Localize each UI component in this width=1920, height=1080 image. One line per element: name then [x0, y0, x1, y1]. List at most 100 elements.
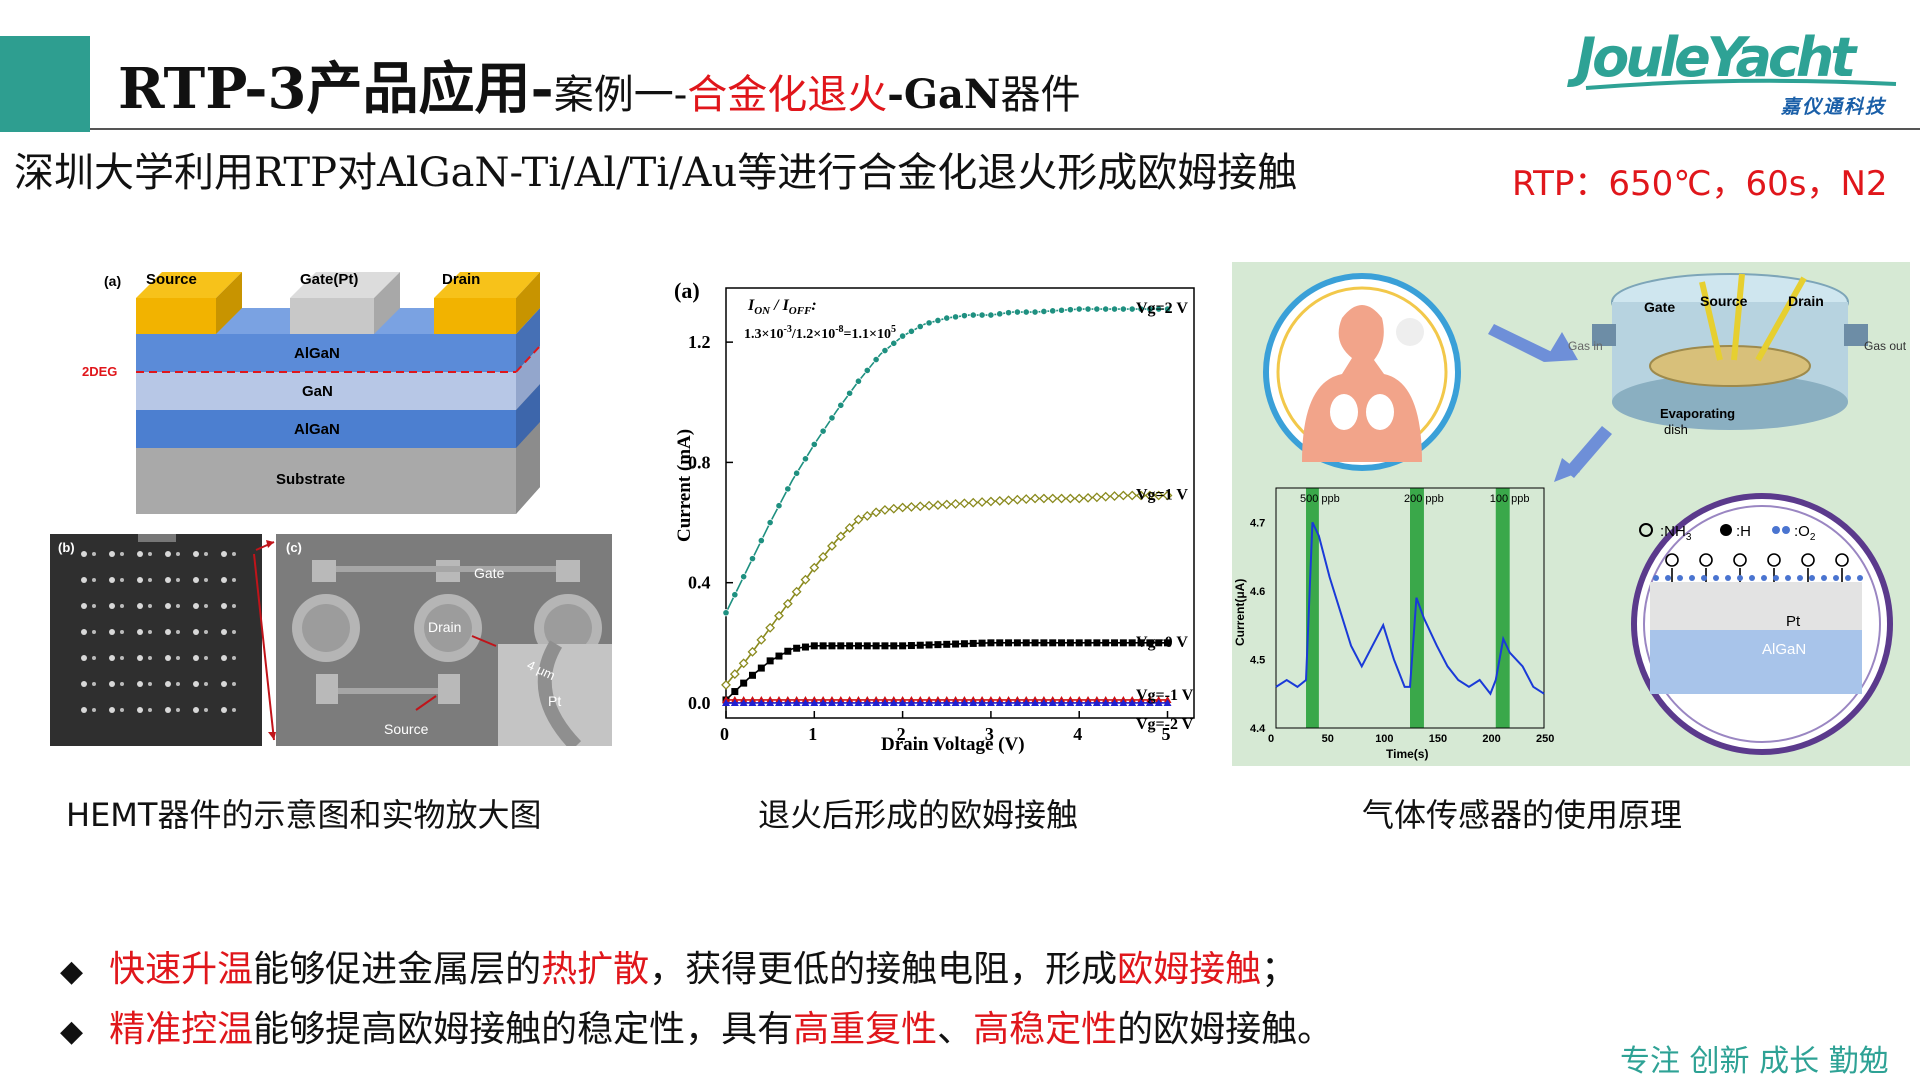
iv-point: [835, 531, 846, 542]
iv-point: [986, 698, 995, 706]
iv-point: [1119, 305, 1127, 313]
iv-point: [872, 698, 881, 706]
logo-swoosh: [1585, 78, 1897, 90]
response-plot-frame: [1275, 487, 1545, 729]
device-dot: [137, 577, 143, 583]
iv-point: [907, 698, 916, 706]
iv-point: [774, 610, 784, 621]
device-dot: [193, 629, 199, 635]
iv-point: [1146, 305, 1154, 313]
o2-molecule: [1737, 575, 1743, 581]
iv-point: [881, 346, 889, 355]
device-dot: [165, 603, 171, 609]
o2-molecule: [1785, 575, 1791, 581]
rtp-parameters: RTP：650℃，60s，N2: [1512, 164, 1888, 204]
iv-point: [1005, 639, 1013, 647]
iv-point: [969, 311, 977, 319]
iv-point: [1084, 698, 1093, 706]
o2-molecule: [1773, 575, 1779, 581]
iv-point: [801, 455, 810, 463]
device-dot: [120, 578, 124, 582]
device-dot: [221, 681, 227, 687]
micrograph-gate-label: Gate: [474, 565, 505, 581]
o2-molecule: [1677, 575, 1683, 581]
iv-point: [968, 497, 979, 508]
iv-point: [1040, 307, 1048, 316]
iv-point: [1154, 698, 1163, 706]
iv-point: [800, 574, 811, 585]
response-xtick-label: 0: [1268, 733, 1274, 745]
o2-molecule: [1665, 575, 1671, 581]
gan-layer: [136, 372, 516, 410]
device-dot: [232, 630, 236, 634]
iv-point: [775, 502, 783, 510]
bullet-2-highlight-2: 高重复性: [793, 1009, 938, 1050]
iv-point: [863, 366, 871, 374]
iv-point: [1137, 639, 1145, 647]
iv-point: [774, 698, 783, 706]
iv-point: [880, 504, 890, 515]
iv-ratio-value: 1.3×10-3/1.2×10-8=1.1×105: [744, 324, 896, 342]
algan-sensor-layer: [1650, 630, 1862, 694]
iv-point: [756, 634, 767, 645]
iv-point: [952, 640, 960, 648]
iv-point: [1136, 490, 1146, 501]
iv-xtick-label: 4: [1073, 724, 1082, 744]
device-dot: [92, 604, 96, 608]
iv-point: [819, 698, 828, 706]
iv-point: [1164, 639, 1172, 647]
pt-sensor-layer: [1650, 582, 1862, 630]
iv-point: [969, 639, 977, 647]
iv-point: [793, 644, 801, 652]
iv-point: [810, 698, 819, 706]
device-dot: [221, 707, 227, 713]
drain-label: Drain: [442, 271, 480, 288]
iv-point: [880, 698, 889, 706]
dish-label: dish: [1664, 422, 1688, 437]
iv-point: [819, 642, 827, 650]
iv-point: [987, 639, 995, 647]
iv-point: [827, 541, 837, 551]
iv-point: [951, 313, 960, 321]
nh3-molecule: [1733, 553, 1747, 567]
iv-point: [898, 698, 907, 706]
device-dot: [165, 655, 171, 661]
bullet-1-text-a: 能够促进金属层的: [253, 949, 542, 990]
iv-point: [978, 639, 986, 647]
iv-point: [1038, 493, 1049, 504]
device-dot: [92, 682, 96, 686]
flow-arrow-right: [1488, 324, 1552, 362]
device-dot: [92, 578, 96, 582]
iv-point: [1163, 698, 1172, 706]
o2-molecule: [1713, 575, 1719, 581]
iv-point: [828, 642, 836, 650]
device-dot: [109, 681, 115, 687]
iv-series-label: Vg=-1 V: [1136, 687, 1194, 704]
device-dot: [148, 656, 152, 660]
iv-point: [907, 327, 916, 335]
iv-series-label: Vg=1 V: [1136, 486, 1188, 503]
iv-point: [1084, 305, 1092, 313]
iv-point: [819, 427, 827, 435]
iv-point: [871, 507, 882, 518]
iv-point: [1057, 306, 1066, 314]
device-dot: [221, 551, 227, 557]
iv-point: [951, 698, 960, 706]
response-xtick-label: 50: [1322, 733, 1334, 745]
iv-point: [809, 562, 820, 573]
iv-point: [1040, 639, 1048, 647]
micrograph-b-label: (b): [58, 540, 75, 555]
iv-xtick-label: 5: [1162, 724, 1171, 744]
iv-point: [925, 319, 933, 327]
o2-molecule: [1689, 575, 1695, 581]
iv-point: [995, 698, 1004, 706]
zoom-arrows: [253, 540, 276, 741]
device-dot: [109, 551, 115, 557]
iv-point: [897, 502, 908, 513]
iv-series-labels: Vg=2 V Vg=1 V Vg=0 V Vg=-1 V Vg=-2 V: [1136, 300, 1194, 733]
o2-molecule: [1797, 575, 1803, 581]
response-xtick-label: 150: [1429, 733, 1447, 745]
device-dot: [176, 682, 180, 686]
exposure-band-label: 100 ppb: [1490, 493, 1530, 505]
iv-point: [978, 311, 986, 319]
